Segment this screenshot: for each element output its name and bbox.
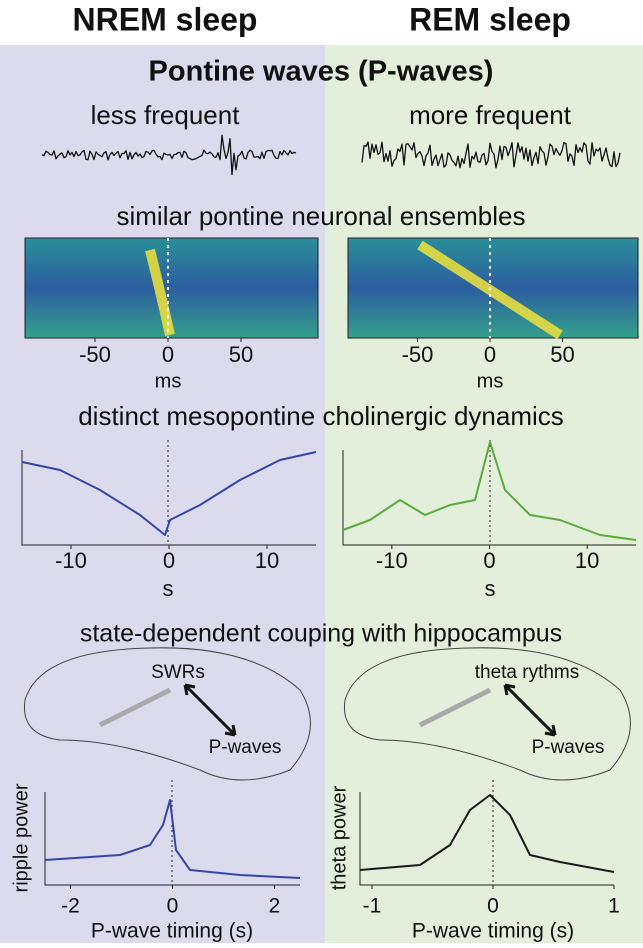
arrow (503, 683, 557, 737)
axis (21, 450, 316, 546)
x-tick-label: 50 (550, 342, 574, 367)
heatmap-band (145, 248, 175, 337)
axis (342, 450, 636, 546)
column-heading: REM sleep (409, 1, 571, 37)
x-axis-label: ms (155, 370, 182, 392)
hippocampus (418, 687, 492, 728)
x-tick-label: -1 (363, 895, 382, 918)
rem-background (325, 45, 643, 943)
title: Pontine waves (P-waves) (149, 56, 494, 88)
x-tick-label: 2 (269, 895, 281, 918)
x-axis-label: ms (477, 370, 504, 392)
region-label: P-waves (209, 737, 282, 758)
y-axis-label: theta power (328, 785, 350, 890)
x-axis-label: s (485, 576, 496, 601)
waveform (41, 134, 297, 176)
x-axis-label: P-wave timing (s) (412, 920, 574, 943)
column-heading: NREM sleep (73, 1, 258, 37)
x-tick-label: 0 (162, 342, 174, 367)
trace (359, 794, 615, 873)
trace (44, 799, 301, 879)
x-tick-label: 0 (487, 895, 499, 918)
x-tick-label: 0 (483, 548, 495, 573)
x-tick-label: 50 (229, 342, 253, 367)
x-tick-label: 0 (484, 342, 496, 367)
x-tick-label: 0 (167, 895, 179, 918)
frequency-label: less frequent (91, 100, 241, 130)
trace (342, 441, 637, 541)
x-tick-label: -2 (61, 895, 80, 918)
arrow (183, 683, 237, 737)
x-tick-label: -10 (55, 548, 87, 573)
hippocampus (98, 687, 172, 728)
x-axis-label: P-wave timing (s) (91, 920, 253, 943)
nrem-background (0, 45, 325, 943)
y-axis-label: ripple power (10, 783, 32, 892)
section-title: distinct mesopontine cholinergic dynamic… (78, 401, 564, 431)
brain-outline (343, 647, 631, 781)
axis (44, 792, 300, 886)
x-tick-label: 0 (163, 548, 175, 573)
waveform (361, 141, 621, 169)
region-label: SWRs (151, 662, 205, 683)
x-tick-label: 1 (608, 895, 620, 918)
brain-outline (23, 647, 311, 781)
region-label: theta rythms (475, 662, 580, 683)
x-tick-label: 10 (255, 548, 279, 573)
section-title: state-dependent couping with hippocampus (80, 620, 562, 648)
x-axis-label: s (163, 576, 174, 601)
axis (359, 792, 614, 886)
region-label: P-waves (532, 737, 605, 758)
x-tick-label: 10 (575, 548, 599, 573)
x-tick-label: -50 (402, 342, 434, 367)
section-title: similar pontine neuronal ensembles (116, 201, 525, 231)
x-tick-label: -50 (79, 342, 111, 367)
trace (21, 451, 317, 536)
x-tick-label: -10 (376, 548, 408, 573)
frequency-label: more frequent (409, 100, 572, 130)
